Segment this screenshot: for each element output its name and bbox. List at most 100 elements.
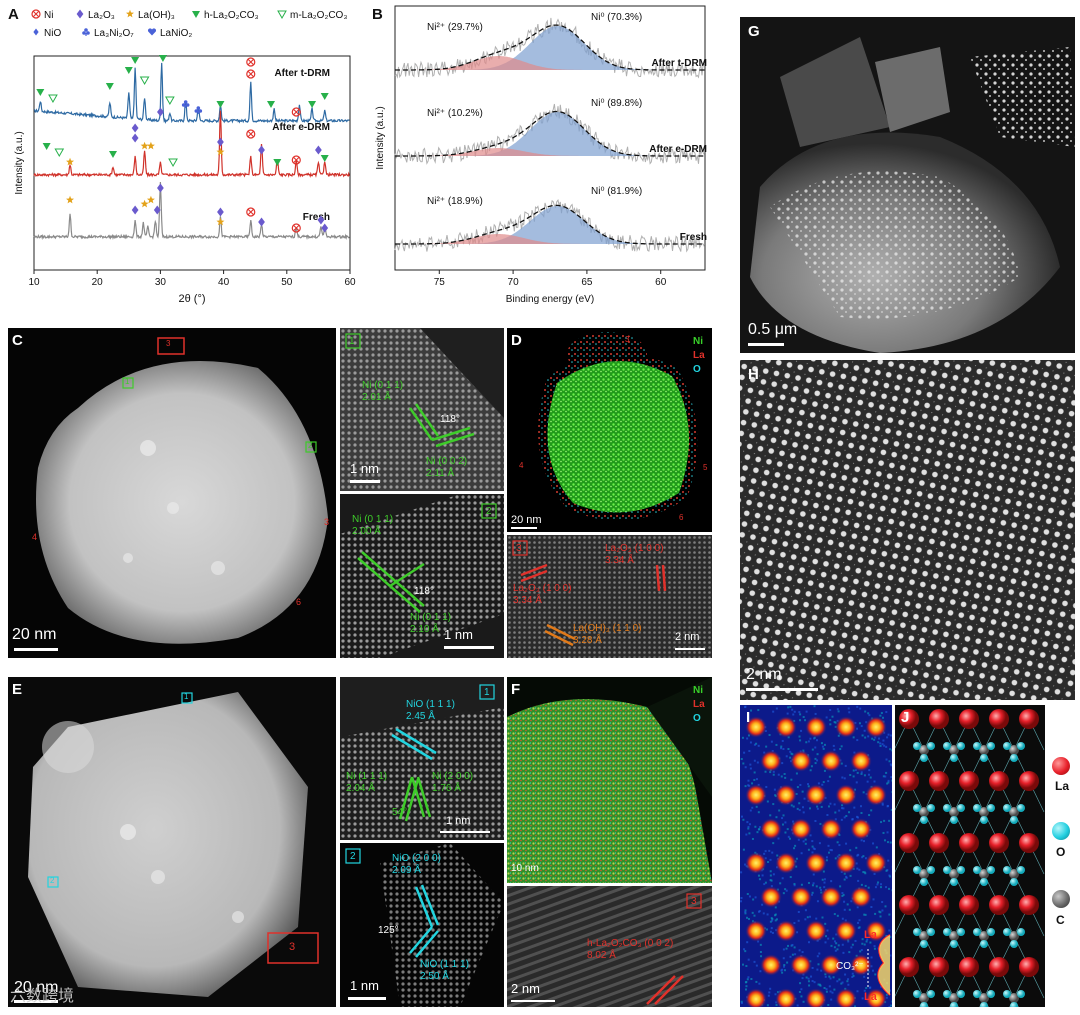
atom-o-32 bbox=[957, 804, 965, 812]
peak-marker-a-0-9 bbox=[194, 106, 203, 114]
atom-o-31 bbox=[943, 804, 951, 812]
plane-label-e1a: NiO (1 1 1) bbox=[406, 699, 455, 710]
legend-a-item-7: LaNiO₂ bbox=[147, 28, 192, 39]
atom-o-58 bbox=[980, 878, 988, 886]
atom-o-78 bbox=[987, 928, 995, 936]
marker-c-2: 2 bbox=[308, 441, 313, 450]
plane-label-e2b: NiO (1 1 1) bbox=[420, 959, 469, 970]
scale-label-e: 20 nm bbox=[14, 979, 59, 996]
scale-bar-d3 bbox=[675, 648, 705, 650]
atom-o-53 bbox=[957, 866, 965, 874]
atom-c-34 bbox=[979, 807, 989, 817]
panel-label-i: I bbox=[746, 709, 751, 726]
panel-label-a: A bbox=[8, 6, 19, 23]
scale-label-e1: 1 nm bbox=[446, 815, 471, 827]
panel-i-intensity-map: I La CO₃²⁻ La bbox=[740, 705, 892, 1007]
atom-o-71 bbox=[920, 940, 928, 948]
peak-marker-a-0-4 bbox=[131, 57, 140, 64]
xtick-label-b-2: 65 bbox=[581, 277, 593, 288]
atom-o-77 bbox=[973, 928, 981, 936]
svg-text:Ni: Ni bbox=[44, 10, 53, 21]
peak-marker-a-2-5 bbox=[157, 183, 164, 193]
svg-text:m-La₂O₂CO₃: m-La₂O₂CO₃ bbox=[290, 10, 347, 21]
atom-la-63 bbox=[899, 895, 919, 915]
xrd-trace-2 bbox=[33, 181, 350, 241]
intensity-blob-13 bbox=[865, 784, 887, 806]
atom-o-73 bbox=[943, 928, 951, 936]
atom-c-89 bbox=[919, 993, 929, 1003]
atom-c-76 bbox=[979, 931, 989, 941]
xtick-label-b-3: 60 bbox=[655, 277, 667, 288]
scale-label-c1: 1 nm bbox=[350, 461, 379, 476]
intensity-blob-35 bbox=[850, 954, 872, 976]
angle-c1: 118° bbox=[440, 414, 460, 425]
xps-fit-0 bbox=[395, 24, 705, 71]
atom-o-81 bbox=[1003, 928, 1011, 936]
legend-j-o-swatch bbox=[1052, 822, 1070, 840]
legend-a-item-6: La₃Ni₂O₇ bbox=[82, 28, 134, 39]
panel-d-inset-3: 3 La₂O₃ (1 0 0) 3.34 Å La₂O₃ (1 0 0) 3.3… bbox=[507, 535, 712, 658]
peak-marker-a-0-12 bbox=[246, 69, 256, 79]
panel-label-g: G bbox=[748, 23, 760, 40]
atom-c-38 bbox=[1009, 807, 1019, 817]
scale-label-e2: 1 nm bbox=[350, 978, 379, 993]
d-spacing-c1a: 2.01 Å bbox=[362, 392, 391, 403]
inset-tag-d3: 3 bbox=[516, 543, 522, 554]
marker-c-3b: 3 bbox=[324, 517, 330, 527]
d-spacing-d3c: 3.28 Å bbox=[573, 635, 602, 646]
peak-marker-a-0-1 bbox=[48, 94, 58, 104]
atom-o-56 bbox=[973, 866, 981, 874]
intensity-blob-38 bbox=[805, 988, 827, 1007]
marker-c-1: 1 bbox=[125, 377, 130, 386]
intensity-blob-39 bbox=[835, 988, 857, 1007]
marker-e-3: 3 bbox=[289, 941, 296, 953]
atom-la-1 bbox=[929, 709, 949, 729]
d-spacing-e1c: 1.76 Å bbox=[432, 783, 461, 794]
atom-la-23 bbox=[959, 771, 979, 791]
xtick-label-b-1: 70 bbox=[508, 277, 520, 288]
intensity-blob-11 bbox=[805, 784, 827, 806]
plane-label-d3b: La₂O₃ (1 0 0) bbox=[513, 583, 572, 594]
peak-marker-a-2-11 bbox=[317, 215, 325, 225]
atom-la-43 bbox=[929, 833, 949, 853]
d-spacing-e2a: 2.09 Å bbox=[392, 865, 421, 876]
trace-label-b-1: After e-DRM bbox=[649, 144, 707, 155]
intensity-profile-fill bbox=[878, 935, 890, 995]
peak-marker-a-2-12 bbox=[321, 223, 329, 233]
atom-o-12 bbox=[950, 754, 958, 762]
marker-d-5: 5 bbox=[703, 463, 708, 472]
anno-i-la-top: La bbox=[864, 929, 877, 941]
atom-o-99 bbox=[987, 990, 995, 998]
peak-marker-a-0-3 bbox=[124, 67, 133, 74]
atom-o-18 bbox=[1003, 742, 1011, 750]
legend-f-ni: Ni bbox=[693, 685, 703, 696]
atom-c-5 bbox=[919, 745, 929, 755]
d-spacing-d3a: 3.34 Å bbox=[605, 555, 634, 566]
peak-marker-a-1-2 bbox=[66, 157, 75, 166]
peak-marker-a-1-16 bbox=[315, 145, 322, 155]
intensity-blob-17 bbox=[850, 818, 872, 840]
atom-la-45 bbox=[989, 833, 1009, 853]
atom-la-22 bbox=[929, 771, 949, 791]
atom-c-72 bbox=[949, 931, 959, 941]
intensity-blob-8 bbox=[850, 750, 872, 772]
d-spacing-c2a: 2.00 Å bbox=[352, 526, 381, 537]
atom-o-29 bbox=[920, 816, 928, 824]
panel-label-h: H bbox=[748, 366, 759, 383]
atom-c-55 bbox=[979, 869, 989, 879]
peak-marker-a-2-1 bbox=[131, 205, 139, 215]
atom-o-62 bbox=[1010, 878, 1018, 886]
trace-label-a-2: Fresh bbox=[303, 212, 330, 223]
marker-c-4: 4 bbox=[32, 532, 38, 542]
intensity-blob-21 bbox=[835, 852, 857, 874]
peak-marker-a-0-10 bbox=[216, 101, 225, 108]
legend-d-ni: Ni bbox=[693, 336, 703, 347]
peak-marker-a-2-9 bbox=[258, 217, 265, 227]
atom-o-16 bbox=[980, 754, 988, 762]
ni0-label-0: Ni⁰ (70.3%) bbox=[591, 12, 642, 23]
intensity-blob-20 bbox=[805, 852, 827, 874]
atom-o-82 bbox=[1017, 928, 1025, 936]
xtick-label-a-3: 40 bbox=[218, 277, 230, 288]
scale-bar-g bbox=[748, 343, 784, 346]
inset-tag-f3: 3 bbox=[691, 896, 697, 907]
